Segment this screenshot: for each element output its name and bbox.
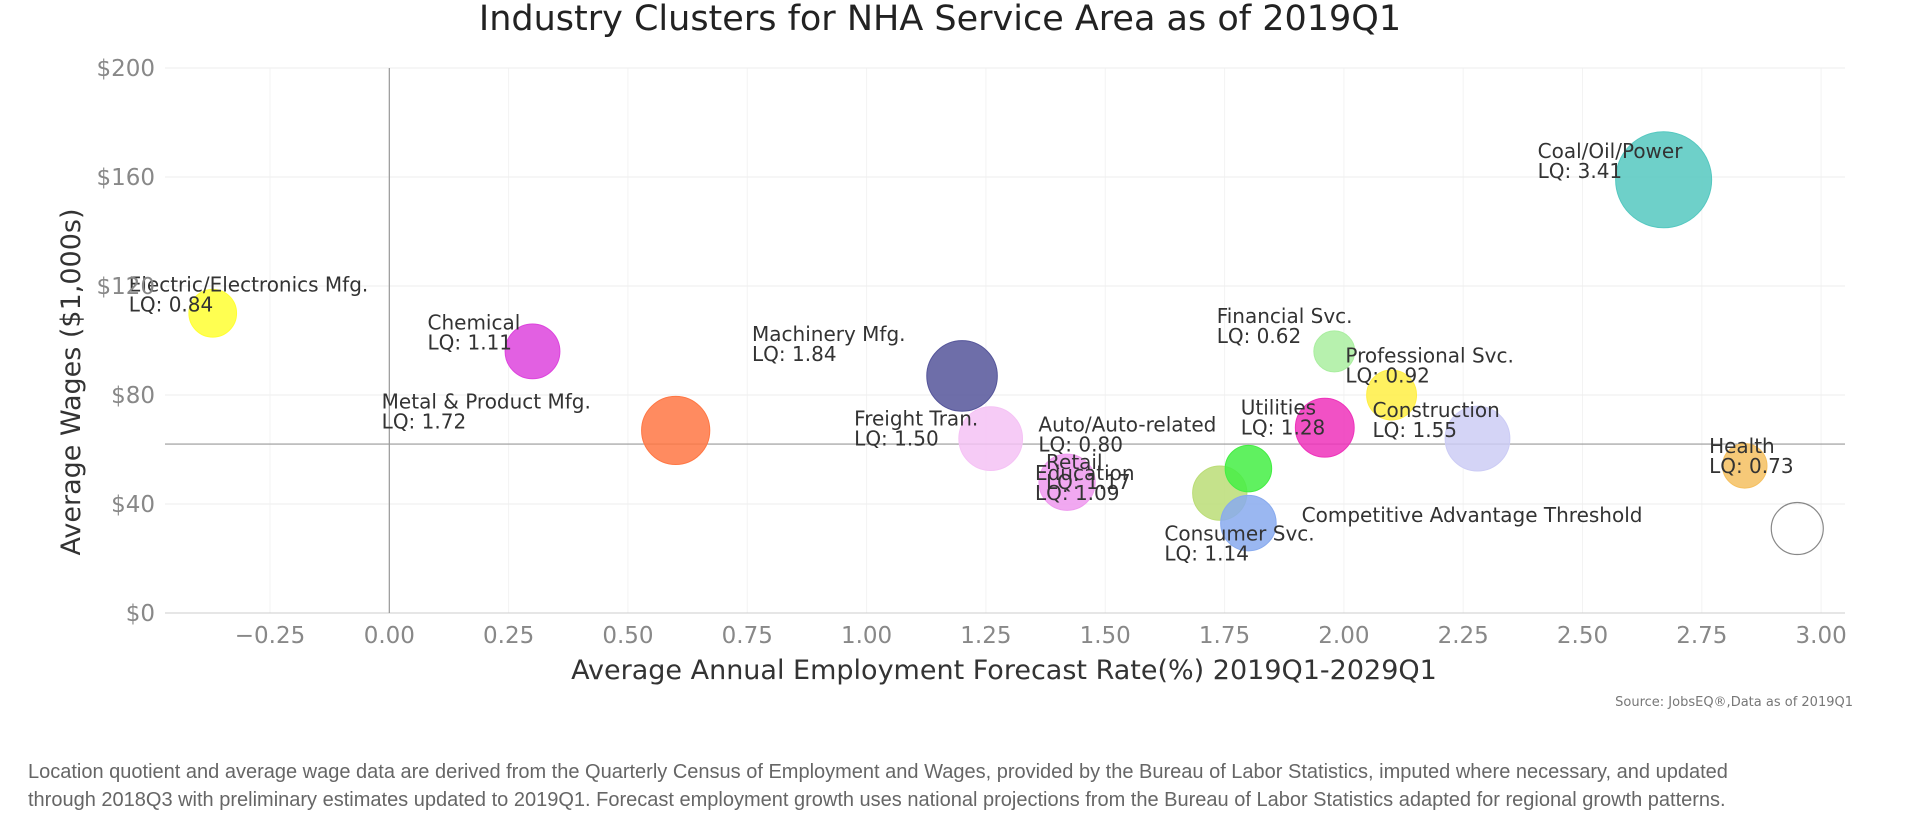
bubble-lq-auto-auto-related: LQ: 0.80 (1038, 433, 1123, 457)
bubble-lq-retail: LQ: 1.17 (1046, 470, 1131, 494)
bubble-label-professional-svc: Professional Svc. (1345, 343, 1513, 367)
footnote-line-2: through 2018Q3 with preliminary estimate… (28, 789, 1726, 811)
y-axis-title: Average Wages ($1,000s) (56, 209, 87, 556)
bubble-label-education: Education (1035, 461, 1135, 485)
bubbles-layer (188, 131, 1824, 556)
bubble-lq-electric-electronics-mfg: LQ: 0.84 (129, 292, 214, 316)
bubble-lq-construction: LQ: 1.55 (1373, 418, 1458, 442)
bubble-construction[interactable] (1444, 405, 1511, 472)
bubble-label-metal-product-mfg: Metal & Product Mfg. (382, 390, 591, 414)
x-tick-label: 2.00 (1318, 623, 1369, 649)
x-axis-title: Average Annual Employment Forecast Rate(… (571, 655, 1437, 686)
bubble-lq-consumer-svc: LQ: 1.14 (1164, 542, 1249, 566)
bubble-retail[interactable] (1038, 453, 1096, 511)
y-axis-ticks: $0 $40 $80 $120 $160 $200 (96, 56, 155, 627)
bubble-health[interactable] (1722, 443, 1768, 489)
x-tick-label: 0.00 (364, 623, 415, 649)
bubble-lq-health: LQ: 0.73 (1709, 454, 1794, 478)
bubble-lq-chemical: LQ: 1.11 (428, 331, 513, 355)
grid-lines (165, 67, 1845, 614)
bubble-label-machinery-mfg: Machinery Mfg. (752, 322, 906, 346)
bubble-label-freight-tran: Freight Tran. (854, 407, 978, 431)
bubble-label-electric-electronics-mfg: Electric/Electronics Mfg. (129, 272, 369, 296)
bubble-lq-education: LQ: 1.09 (1035, 481, 1120, 505)
bubble-label-competitive-advantage-threshold: Competitive Advantage Threshold (1302, 503, 1643, 527)
bubble-label-construction: Construction (1373, 398, 1500, 422)
bubble-lq-coal-oil-power: LQ: 3.41 (1538, 159, 1623, 183)
bubble-label-health: Health (1709, 434, 1775, 458)
bubble-coal-oil-power[interactable] (1615, 131, 1713, 229)
bubble-label-chemical: Chemical (428, 311, 521, 335)
x-tick-label: 0.50 (602, 623, 653, 649)
y-tick-label: $200 (96, 56, 155, 82)
bubble-professional-svc[interactable] (1366, 369, 1418, 421)
footnote: Location quotient and average wage data … (28, 758, 1908, 814)
x-tick-label: 1.50 (1080, 623, 1131, 649)
bubble-label-coal-oil-power: Coal/Oil/Power (1538, 139, 1684, 163)
bubble-lq-professional-svc: LQ: 0.92 (1345, 363, 1430, 387)
x-tick-label: −0.25 (235, 623, 305, 649)
source-note: Source: JobsEQ®,Data as of 2019Q1 (1615, 695, 1853, 710)
chart-title: Industry Clusters for NHA Service Area a… (479, 0, 1401, 39)
x-tick-label: 2.25 (1438, 623, 1489, 649)
y-tick-label: $0 (126, 601, 155, 627)
bubble-lq-metal-product-mfg: LQ: 1.72 (382, 410, 467, 434)
bubble-labels-layer: Electric/Electronics Mfg.LQ: 0.84 Chemica… (129, 139, 1794, 566)
y-tick-label: $160 (96, 165, 155, 191)
x-tick-label: 0.25 (483, 623, 534, 649)
y-tick-label: $40 (111, 492, 155, 518)
bubble-competitive-advantage-threshold[interactable] (1770, 501, 1824, 556)
bubble-lq-financial-svc: LQ: 0.62 (1217, 324, 1302, 348)
bubble-lq-machinery-mfg: LQ: 1.84 (752, 342, 837, 366)
bubble-lq-utilities: LQ: 1.28 (1241, 416, 1326, 440)
bubble-utilities[interactable] (1294, 397, 1355, 458)
y-tick-label: $120 (96, 274, 155, 300)
bubble-electric-electronics-mfg[interactable] (188, 288, 238, 338)
x-tick-label: 1.25 (960, 623, 1011, 649)
bubble-label-financial-svc: Financial Svc. (1217, 304, 1353, 328)
bubble-machinery-mfg[interactable] (926, 340, 998, 412)
footnote-line-1: Location quotient and average wage data … (28, 761, 1728, 783)
bubble-chart: Industry Clusters for NHA Service Area a… (56, 0, 1853, 710)
x-tick-label: 1.00 (841, 623, 892, 649)
bubble-consumer-svc[interactable] (1220, 494, 1277, 552)
bubble-auto-auto-related[interactable] (1224, 444, 1273, 493)
bubble-freight-tran[interactable] (958, 406, 1024, 471)
bubble-label-utilities: Utilities (1241, 396, 1316, 420)
x-tick-label: 0.75 (722, 623, 773, 649)
bubble-financial-svc[interactable] (1313, 330, 1356, 373)
bubble-label-auto-auto-related: Auto/Auto-related (1038, 413, 1216, 437)
bubble-chemical[interactable] (504, 323, 561, 380)
x-axis-ticks: −0.25 0.00 0.25 0.50 0.75 1.00 1.25 1.50 1.75 2.0… (235, 623, 1847, 649)
x-tick-label: 1.75 (1199, 623, 1250, 649)
x-tick-label: 2.75 (1676, 623, 1727, 649)
x-tick-label: 2.50 (1557, 623, 1608, 649)
bubble-metal-product-mfg[interactable] (641, 395, 711, 466)
bubble-lq-freight-tran: LQ: 1.50 (854, 427, 939, 451)
y-tick-label: $80 (111, 383, 155, 409)
x-tick-label: 3.00 (1796, 623, 1847, 649)
bubble-label-retail: Retail (1046, 450, 1103, 474)
bubble-label-consumer-svc: Consumer Svc. (1164, 522, 1314, 546)
